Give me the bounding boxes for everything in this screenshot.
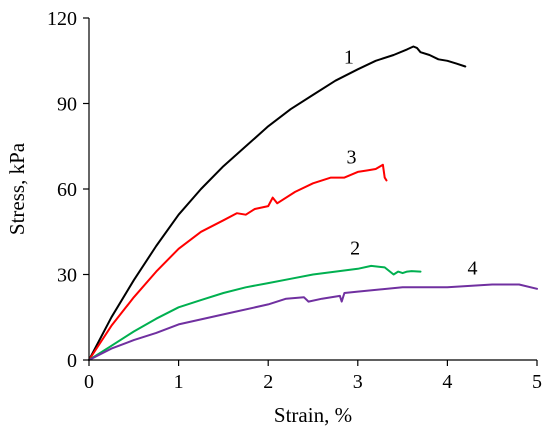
series-line-3 xyxy=(88,163,388,361)
y-tick-label: 30 xyxy=(57,265,77,287)
y-axis-title: Stress, kPa xyxy=(5,142,29,235)
x-tick-label: 5 xyxy=(532,371,542,393)
x-tick-label: 1 xyxy=(174,371,184,393)
y-tick-label: 60 xyxy=(57,179,77,201)
curve-label-4: 4 xyxy=(467,258,477,280)
series-line-1 xyxy=(88,45,467,361)
series-line-2 xyxy=(88,264,422,361)
curve-labels-layer: 1 3 2 4 xyxy=(344,47,478,280)
series-layer xyxy=(88,45,538,361)
ticks-layer: 0 1 2 3 4 5 0 30 60 90 120 xyxy=(47,8,542,393)
y-tick-label: 120 xyxy=(47,8,77,30)
x-axis-title: Strain, % xyxy=(274,403,352,427)
axes-layer xyxy=(88,18,537,361)
curve-label-1: 1 xyxy=(344,47,354,69)
x-tick-label: 3 xyxy=(353,371,363,393)
x-tick-label: 2 xyxy=(263,371,273,393)
y-tick-label: 90 xyxy=(57,94,77,116)
x-tick-label: 4 xyxy=(442,371,452,393)
curve-label-3: 3 xyxy=(347,146,357,168)
x-tick-label: 0 xyxy=(84,371,94,393)
curve-label-2: 2 xyxy=(350,238,360,260)
y-tick-label: 0 xyxy=(67,350,77,372)
series-line-4 xyxy=(88,283,538,361)
